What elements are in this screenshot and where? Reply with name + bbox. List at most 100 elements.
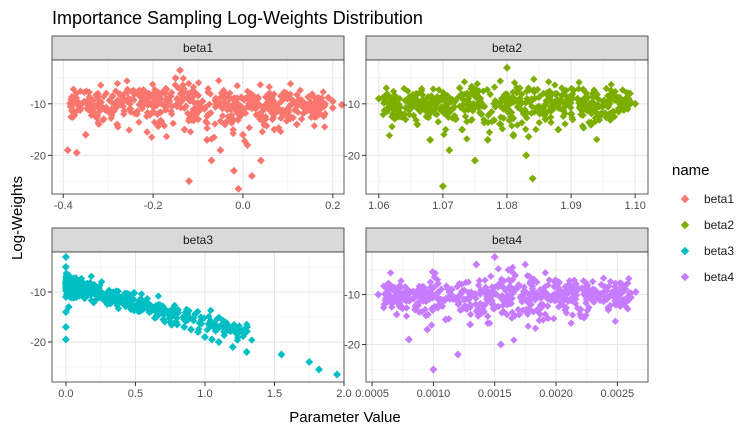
scatter-point: [472, 85, 480, 94]
scatter-point: [531, 324, 540, 332]
scatter-point: [213, 315, 221, 323]
legend-label: beta1: [704, 192, 734, 206]
facet-strip-label: beta4: [492, 233, 522, 247]
scatter-point: [82, 87, 91, 95]
scatter-point: [599, 297, 608, 306]
scatter-point: [156, 307, 164, 315]
scatter-point: [424, 93, 432, 101]
scatter-point: [381, 97, 389, 105]
panel-border: [51, 251, 345, 383]
scatter-point: [112, 87, 120, 95]
scatter-point: [594, 101, 602, 109]
scatter-point: [380, 282, 388, 290]
scatter-point: [474, 312, 482, 320]
scatter-point: [513, 89, 521, 97]
data-point: [229, 166, 238, 175]
data-point: [187, 325, 196, 334]
data-point: [417, 290, 426, 299]
scatter-point: [137, 290, 146, 298]
scatter-point: [93, 93, 101, 101]
scatter-point: [254, 110, 262, 119]
y-tick-label: -10: [30, 287, 46, 299]
scatter-point: [579, 124, 588, 132]
scatter-point: [491, 290, 499, 298]
data-point: [216, 146, 225, 155]
scatter-point: [508, 98, 516, 107]
scatter-point: [225, 113, 233, 121]
scatter-point: [234, 333, 242, 342]
scatter-point: [457, 93, 466, 102]
scatter-point: [528, 279, 536, 287]
data-point: [435, 300, 444, 309]
data-point: [478, 305, 487, 314]
scatter-point: [433, 276, 442, 284]
facet-strip: [51, 227, 345, 253]
scatter-point: [475, 300, 484, 308]
scatter-point: [474, 281, 483, 289]
scatter-point: [480, 116, 488, 124]
data-point: [131, 303, 140, 311]
scatter-point: [474, 104, 483, 112]
scatter-point: [455, 84, 464, 92]
scatter-point: [486, 90, 494, 99]
scatter-point: [89, 97, 97, 105]
scatter-point: [498, 309, 506, 317]
scatter-point: [428, 304, 436, 313]
scatter-point: [402, 312, 411, 320]
scatter-point: [611, 279, 620, 287]
scatter-point: [401, 115, 410, 124]
scatter-point: [466, 303, 475, 311]
scatter-point: [593, 135, 601, 144]
data-point: [601, 283, 610, 291]
scatter-point: [86, 106, 94, 114]
scatter-point: [80, 286, 89, 295]
scatter-point: [297, 115, 306, 123]
scatter-point: [545, 276, 553, 284]
scatter-point: [386, 294, 394, 302]
scatter-point: [624, 279, 632, 288]
data-point: [144, 89, 153, 98]
scatter-point: [95, 120, 103, 128]
scatter-point: [618, 86, 627, 94]
scatter-point: [116, 91, 125, 100]
scatter-point: [163, 102, 171, 111]
y-tick-label: -10: [344, 99, 360, 111]
y-axis-label: Log-Weights: [9, 176, 26, 260]
scatter-point: [319, 88, 327, 96]
scatter-point: [402, 304, 411, 312]
scatter-point: [185, 307, 193, 315]
scatter-point: [533, 85, 542, 94]
scatter-point: [476, 97, 484, 105]
scatter-point: [579, 111, 587, 119]
scatter-point: [154, 88, 162, 96]
scatter-point: [527, 109, 536, 117]
scatter-point: [112, 98, 120, 107]
scatter-point: [423, 287, 431, 296]
data-point: [189, 107, 198, 116]
data-point: [380, 300, 389, 309]
x-tick-label: 0.0010: [417, 388, 451, 400]
scatter-point: [528, 96, 536, 104]
data-point: [243, 141, 252, 149]
scatter-point: [102, 89, 110, 97]
data-point: [104, 107, 113, 116]
scatter-point: [403, 295, 412, 303]
scatter-point: [550, 282, 558, 291]
scatter-point: [430, 283, 439, 291]
data-point: [203, 135, 211, 144]
scatter-point: [524, 322, 532, 330]
data-point: [411, 305, 420, 314]
scatter-point: [587, 109, 596, 118]
legend-label: beta3: [704, 244, 734, 258]
scatter-point: [558, 290, 566, 299]
data-point: [582, 295, 591, 304]
facet-strip: [51, 35, 345, 61]
scatter-point: [588, 89, 597, 98]
scatter-point: [215, 76, 223, 85]
data-point: [483, 135, 492, 144]
scatter-point: [169, 119, 177, 128]
data-point: [166, 318, 175, 326]
scatter-point: [467, 310, 475, 319]
scatter-point: [426, 278, 435, 286]
legend-title: name: [672, 162, 710, 179]
